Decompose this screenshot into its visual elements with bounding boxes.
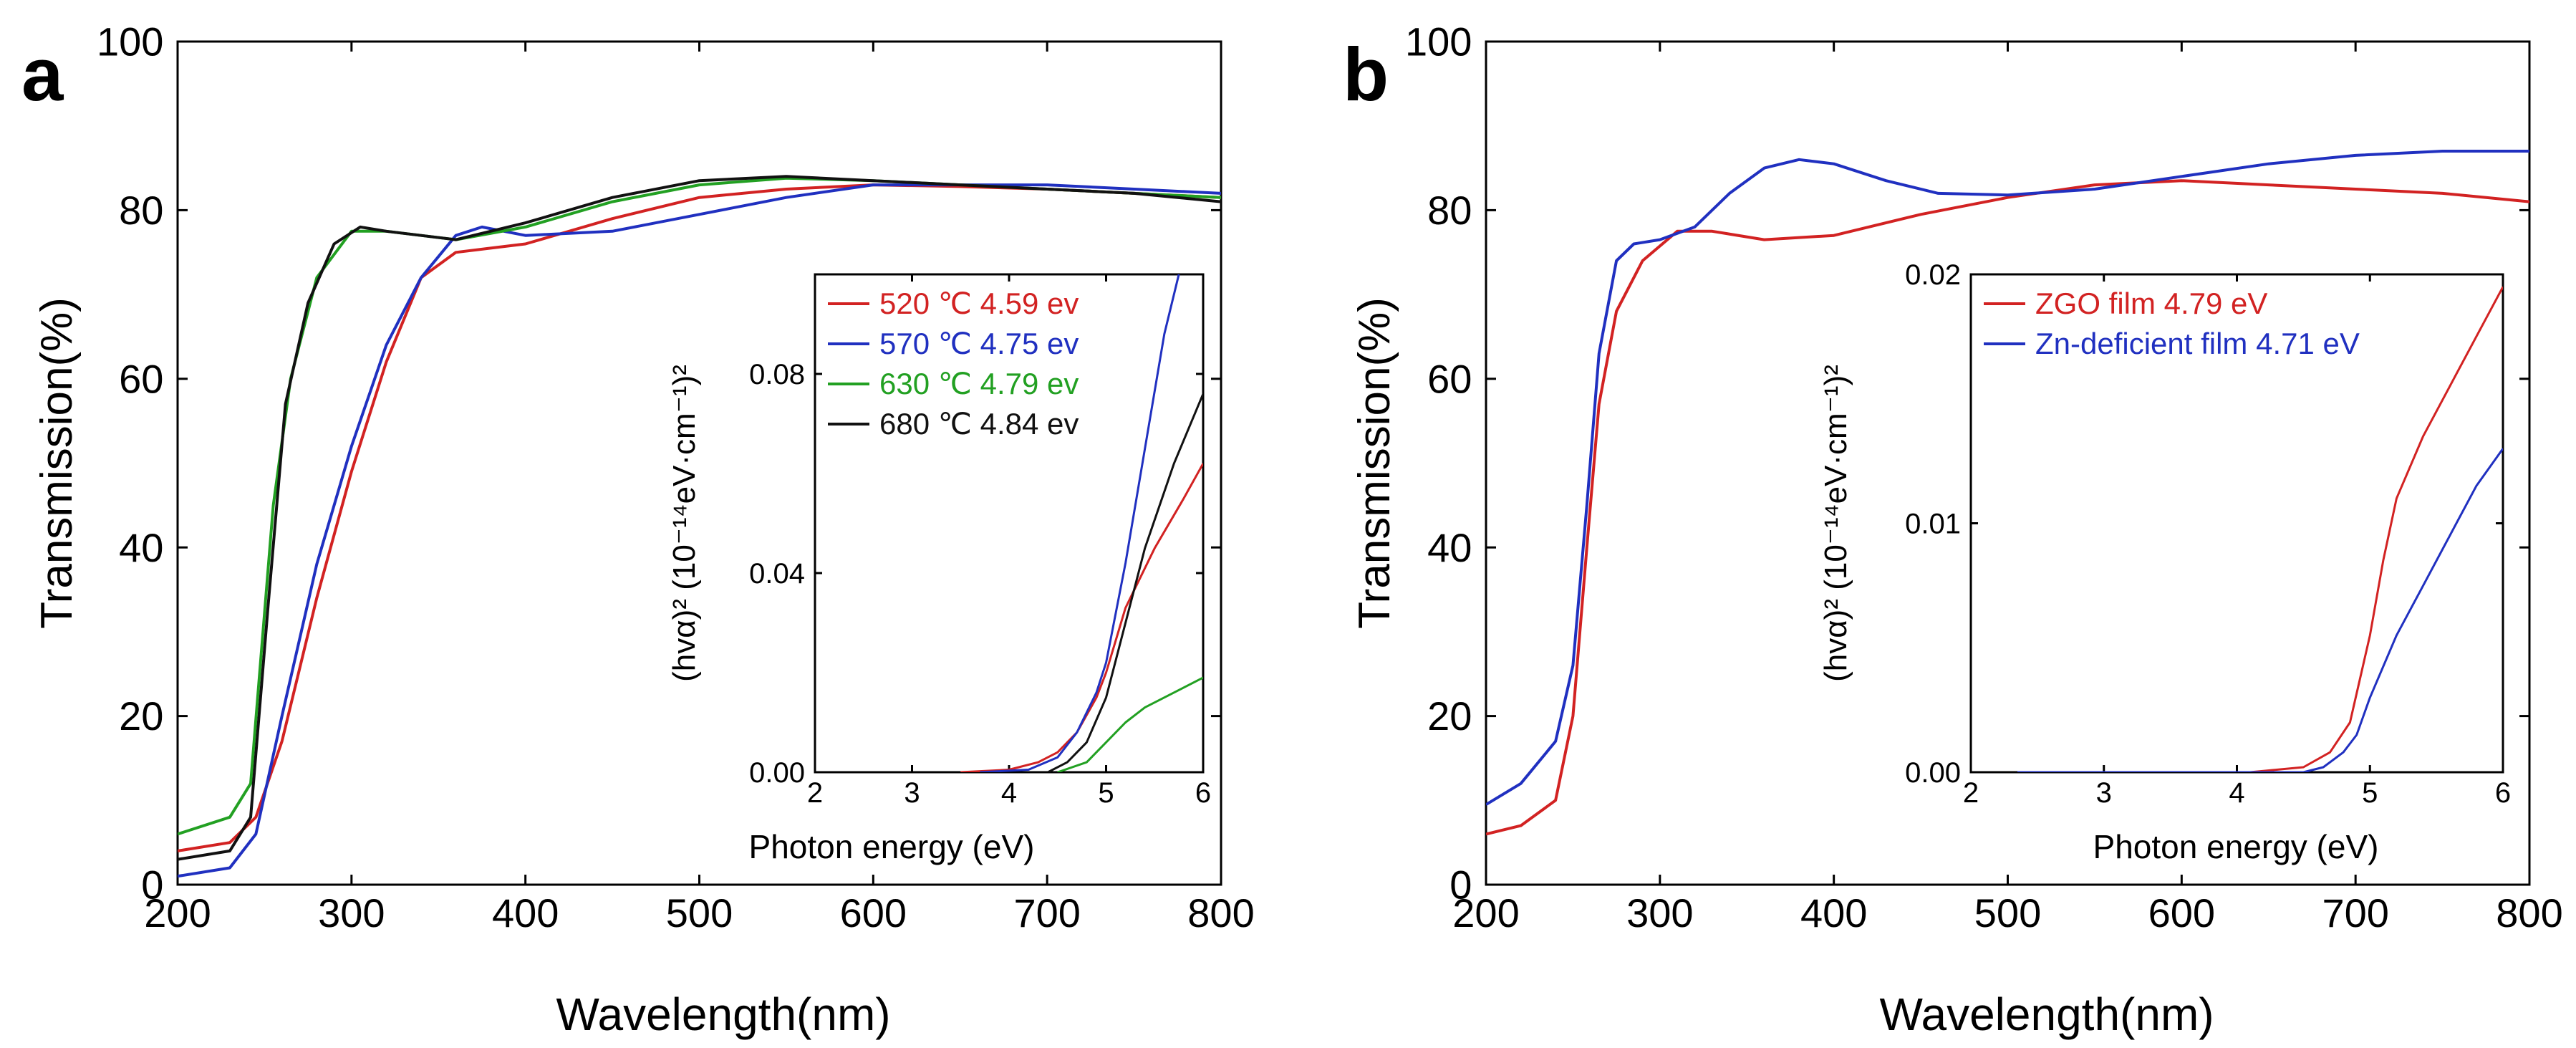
inset-b: (hvα)² (10⁻¹⁴eV·cm⁻¹)² Photon energy (eV… [1818,259,2511,865]
inset-y-axis-label-a: (hvα)² (10⁻¹⁴eV·cm⁻¹)² [667,365,702,682]
inset-b-y-tick-label: 0.01 [1905,509,1961,540]
inset-b-x-tick-label: 6 [2495,777,2511,809]
inset-b-x-tick-label: 2 [1963,777,1979,809]
inset-a-series-0 [960,463,1203,772]
main-a-y-tick-label: 0 [141,862,163,908]
inset-x-axis-label-a: Photon energy (eV) [749,828,1035,865]
inset-b-y-tick-label: 0.02 [1905,259,1961,291]
inset-a-y-tick-label: 0.08 [749,359,805,390]
main-b-x-tick-label: 600 [2148,890,2215,936]
inset-bg-a [815,274,1203,772]
inset-legend-b: ZGO film 4.79 eV Zn-deficient film 4.71 e… [1984,287,2360,360]
inset-a-y-tick-label: 0.00 [749,757,805,789]
inset-a-y-tick-label: 0.04 [749,558,805,590]
y-axis-label-a: Transmission(%) [32,297,82,629]
main-b-x-tick-label: 500 [1974,890,2041,936]
inset-a-x-tick-label: 6 [1195,777,1211,809]
inset-b-x-tick-label: 5 [2362,777,2378,809]
main-a-x-tick-label: 600 [840,890,907,936]
inset-b-series-1 [2017,448,2503,772]
main-b-series-1 [1486,150,2529,806]
y-axis-label-b: Transmission(%) [1350,297,1399,629]
main-b-y-tick-label: 60 [1427,356,1472,401]
x-axis-label-a: Wavelength(nm) [556,989,890,1040]
main-b-y-tick-label: 40 [1427,525,1472,570]
main-a-x-tick-label: 400 [492,890,559,936]
main-a-x-tick-label: 300 [318,890,385,936]
main-b-series-0 [1486,179,2529,836]
main-b-x-tick-label: 400 [1800,890,1867,936]
inset-legend-a: 520 ℃ 4.59 ev 570 ℃ 4.75 ev 630 ℃ 4.79 ev 6… [828,287,1079,441]
panel-b: b Transmission(%) Wavelength(nm) 200 300 4… [1343,19,2563,1040]
main-b-x-tick-label: 700 [2322,890,2388,936]
inset-a-x-tick-label: 3 [904,777,920,809]
panel-label-b: b [1343,33,1389,117]
inset-y-axis-label-b: (hvα)² (10⁻¹⁴eV·cm⁻¹)² [1818,365,1853,682]
main-b-y-tick-label: 100 [1405,19,1472,64]
main-b-y-tick-label: 0 [1449,862,1472,908]
main-b-y-tick-label: 80 [1427,188,1472,233]
legend-label-b-1: Zn-deficient film 4.71 eV [2035,327,2360,360]
main-a-series-3 [178,175,1221,861]
panel-label-a: a [21,33,64,117]
main-b-y-tick-label: 20 [1427,693,1472,739]
inset-a-x-tick-label: 5 [1098,777,1114,809]
main-a-x-tick-label: 500 [666,890,733,936]
inset-a-x-tick-label: 4 [1001,777,1017,809]
main-a-y-tick-label: 80 [119,188,163,233]
plot-area-a: 200 300 400 500 600 700 800 0 20 40 60 80 100 [97,19,1255,936]
main-b-x-tick-label: 200 [1452,890,1519,936]
inset-a-series-1 [980,274,1180,772]
inset-b-series-0 [2249,286,2503,772]
inset-bg-b [1971,274,2503,772]
main-b-x-tick-label: 300 [1626,890,1693,936]
main-a-x-tick-label: 200 [144,890,211,936]
legend-label-a-1: 570 ℃ 4.75 ev [879,327,1079,360]
inset-a-series-2 [1057,676,1203,772]
inset-b-x-tick-label: 4 [2229,777,2244,809]
legend-label-b-0: ZGO film 4.79 eV [2035,287,2267,320]
inset-a-x-tick-label: 2 [807,777,823,809]
main-a-y-tick-label: 20 [119,693,163,739]
inset-b-x-tick-label: 3 [2096,777,2112,809]
legend-label-a-2: 630 ℃ 4.79 ev [879,367,1079,400]
inset-a: (hvα)² (10⁻¹⁴eV·cm⁻¹)² Photon energy (eV… [667,273,1211,865]
main-a-y-tick-label: 40 [119,525,163,570]
inset-plot-area-a: 2 3 4 5 6 0.00 0.04 0.08 [749,273,1211,809]
legend-label-a-0: 520 ℃ 4.59 ev [879,287,1079,320]
main-a-x-tick-label: 700 [1013,890,1080,936]
x-axis-label-b: Wavelength(nm) [1879,989,2214,1040]
inset-a-series-3 [1047,393,1203,772]
inset-x-axis-label-b: Photon energy (eV) [2093,828,2379,865]
main-a-y-tick-label: 60 [119,356,163,401]
main-a-y-tick-label: 100 [97,19,163,64]
plot-area-b: 200 300 400 500 600 700 800 0 20 40 60 80 100 [1405,19,2563,936]
main-a-series-0 [178,183,1221,852]
panel-a: a Transmission(%) Wavelength(nm) 200 300 4… [21,19,1255,1040]
main-a-x-tick-label: 800 [1187,890,1254,936]
inset-plot-area-b: 2 3 4 5 6 0.00 0.01 0.02 [1905,259,2511,809]
inset-b-y-tick-label: 0.00 [1905,757,1961,789]
legend-label-a-3: 680 ℃ 4.84 ev [879,407,1079,441]
main-b-x-tick-label: 800 [2496,890,2562,936]
